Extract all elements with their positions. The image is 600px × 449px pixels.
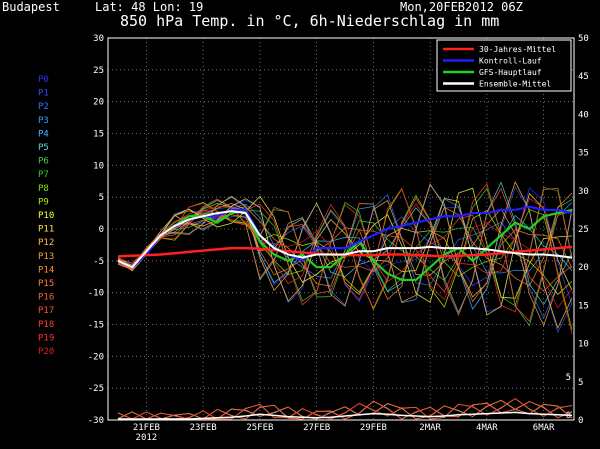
right-tick-label: 35 — [578, 149, 589, 159]
right-tick-label: 15 — [578, 301, 589, 311]
right-tick-label: 45 — [578, 72, 589, 82]
main-series — [117, 205, 573, 282]
precip-tick-label: 0 — [566, 411, 571, 421]
right-tick-label: 5 — [578, 378, 583, 388]
right-tick-label: 10 — [578, 340, 589, 350]
x-tick-label: 29FEB — [360, 423, 387, 433]
legend-entry: Kontroll-Lauf — [479, 57, 542, 66]
left-tick-label: -15 — [88, 321, 104, 331]
ensemble-member-line — [117, 182, 573, 323]
left-tick-label: -25 — [88, 384, 104, 394]
member-label: P0 — [38, 75, 49, 85]
ensemble-member-line — [117, 187, 573, 309]
right-tick-label: 50 — [578, 34, 589, 44]
left-tick-label: 30 — [93, 34, 104, 44]
member-label: P9 — [38, 197, 49, 207]
ensemble-member-line — [117, 192, 573, 303]
member-label: P20 — [38, 347, 54, 357]
member-label: P6 — [38, 157, 49, 167]
ensemble-member-line — [117, 183, 573, 303]
precip-mean-line — [118, 411, 573, 420]
location-label: Budapest — [2, 0, 60, 14]
ensemble-member-line — [117, 192, 573, 316]
left-tick-label: 10 — [93, 161, 104, 171]
precip-tick-label: 5 — [566, 373, 571, 383]
x-axis-ticks: 21FEB 23FEB 25FEB 27FEB 29FEB 2MAR 4MAR 6MAR 201… — [133, 423, 555, 443]
left-tick-label: 20 — [93, 98, 104, 108]
legend-entry: 30-Jahres-Mittel — [479, 45, 556, 54]
left-tick-label: 5 — [99, 193, 104, 203]
member-label: P2 — [38, 102, 49, 112]
left-axis-ticks: 30 25 20 15 10 5 0 -5 -10 -15 -20 -25 -30 — [88, 34, 104, 426]
left-tick-label: 15 — [93, 130, 104, 140]
right-tick-label: 40 — [578, 110, 589, 120]
member-label: P11 — [38, 225, 54, 235]
run-label: Mon,20FEB2012 06Z — [400, 0, 523, 14]
member-label-list: P0 P1 P2 P3 P4 P5 P6 P7 P8 P9 P10 P11 P12 P13 P14 P15 P1… — [38, 75, 54, 357]
member-label: P13 — [38, 252, 54, 262]
coords-label: Lat: 48 Lon: 19 — [95, 0, 203, 14]
left-tick-label: -20 — [88, 352, 104, 362]
left-tick-label: 0 — [99, 225, 104, 235]
plot-frame — [107, 37, 575, 421]
member-label: P10 — [38, 211, 54, 221]
legend: 30-Jahres-Mittel Kontroll-Lauf GFS-Hauptla… — [436, 39, 572, 92]
x-tick-label: 27FEB — [303, 423, 330, 433]
member-precip-line — [118, 398, 573, 420]
member-label: P16 — [38, 293, 54, 303]
x-tick-label: 4MAR — [476, 423, 498, 433]
left-tick-label: -5 — [93, 257, 104, 267]
member-label: P1 — [38, 89, 49, 99]
member-label: P18 — [38, 320, 54, 330]
ensemble-member-line — [117, 186, 573, 313]
x-tick-label: 25FEB — [246, 423, 273, 433]
left-tick-label: -30 — [88, 416, 104, 426]
x-tick-label: 2MAR — [419, 423, 441, 433]
member-label: P5 — [38, 143, 49, 153]
legend-entry: GFS-Hauptlauf — [479, 68, 542, 77]
ensemble-member-lines — [117, 180, 573, 335]
member-label: P7 — [38, 170, 49, 180]
chart-title: 850 hPa Temp. in °C, 6h-Niederschlag in … — [120, 12, 499, 30]
x-tick-label: 6MAR — [533, 423, 555, 433]
left-tick-label: -10 — [88, 289, 104, 299]
right-tick-label: 25 — [578, 225, 589, 235]
x-year-label: 2012 — [136, 433, 158, 443]
member-label: P3 — [38, 116, 49, 126]
ensemble-mean-line — [117, 210, 573, 269]
x-tick-label: 21FEB — [133, 423, 160, 433]
legend-entry: Ensemble-Mittel — [479, 80, 551, 89]
member-label: P15 — [38, 279, 54, 289]
member-label: P17 — [38, 306, 54, 316]
member-label: P19 — [38, 333, 54, 343]
right-tick-label: 30 — [578, 187, 589, 197]
member-label: P8 — [38, 184, 49, 194]
x-tick-label: 23FEB — [190, 423, 217, 433]
left-tick-label: 25 — [93, 66, 104, 76]
ensemble-member-line — [117, 184, 573, 311]
right-tick-label: 20 — [578, 263, 589, 273]
precipitation-lines — [117, 398, 573, 420]
member-label: P4 — [38, 129, 49, 139]
right-tick-label: 0 — [578, 416, 583, 426]
member-label: P14 — [38, 265, 54, 275]
member-label: P12 — [38, 238, 54, 248]
